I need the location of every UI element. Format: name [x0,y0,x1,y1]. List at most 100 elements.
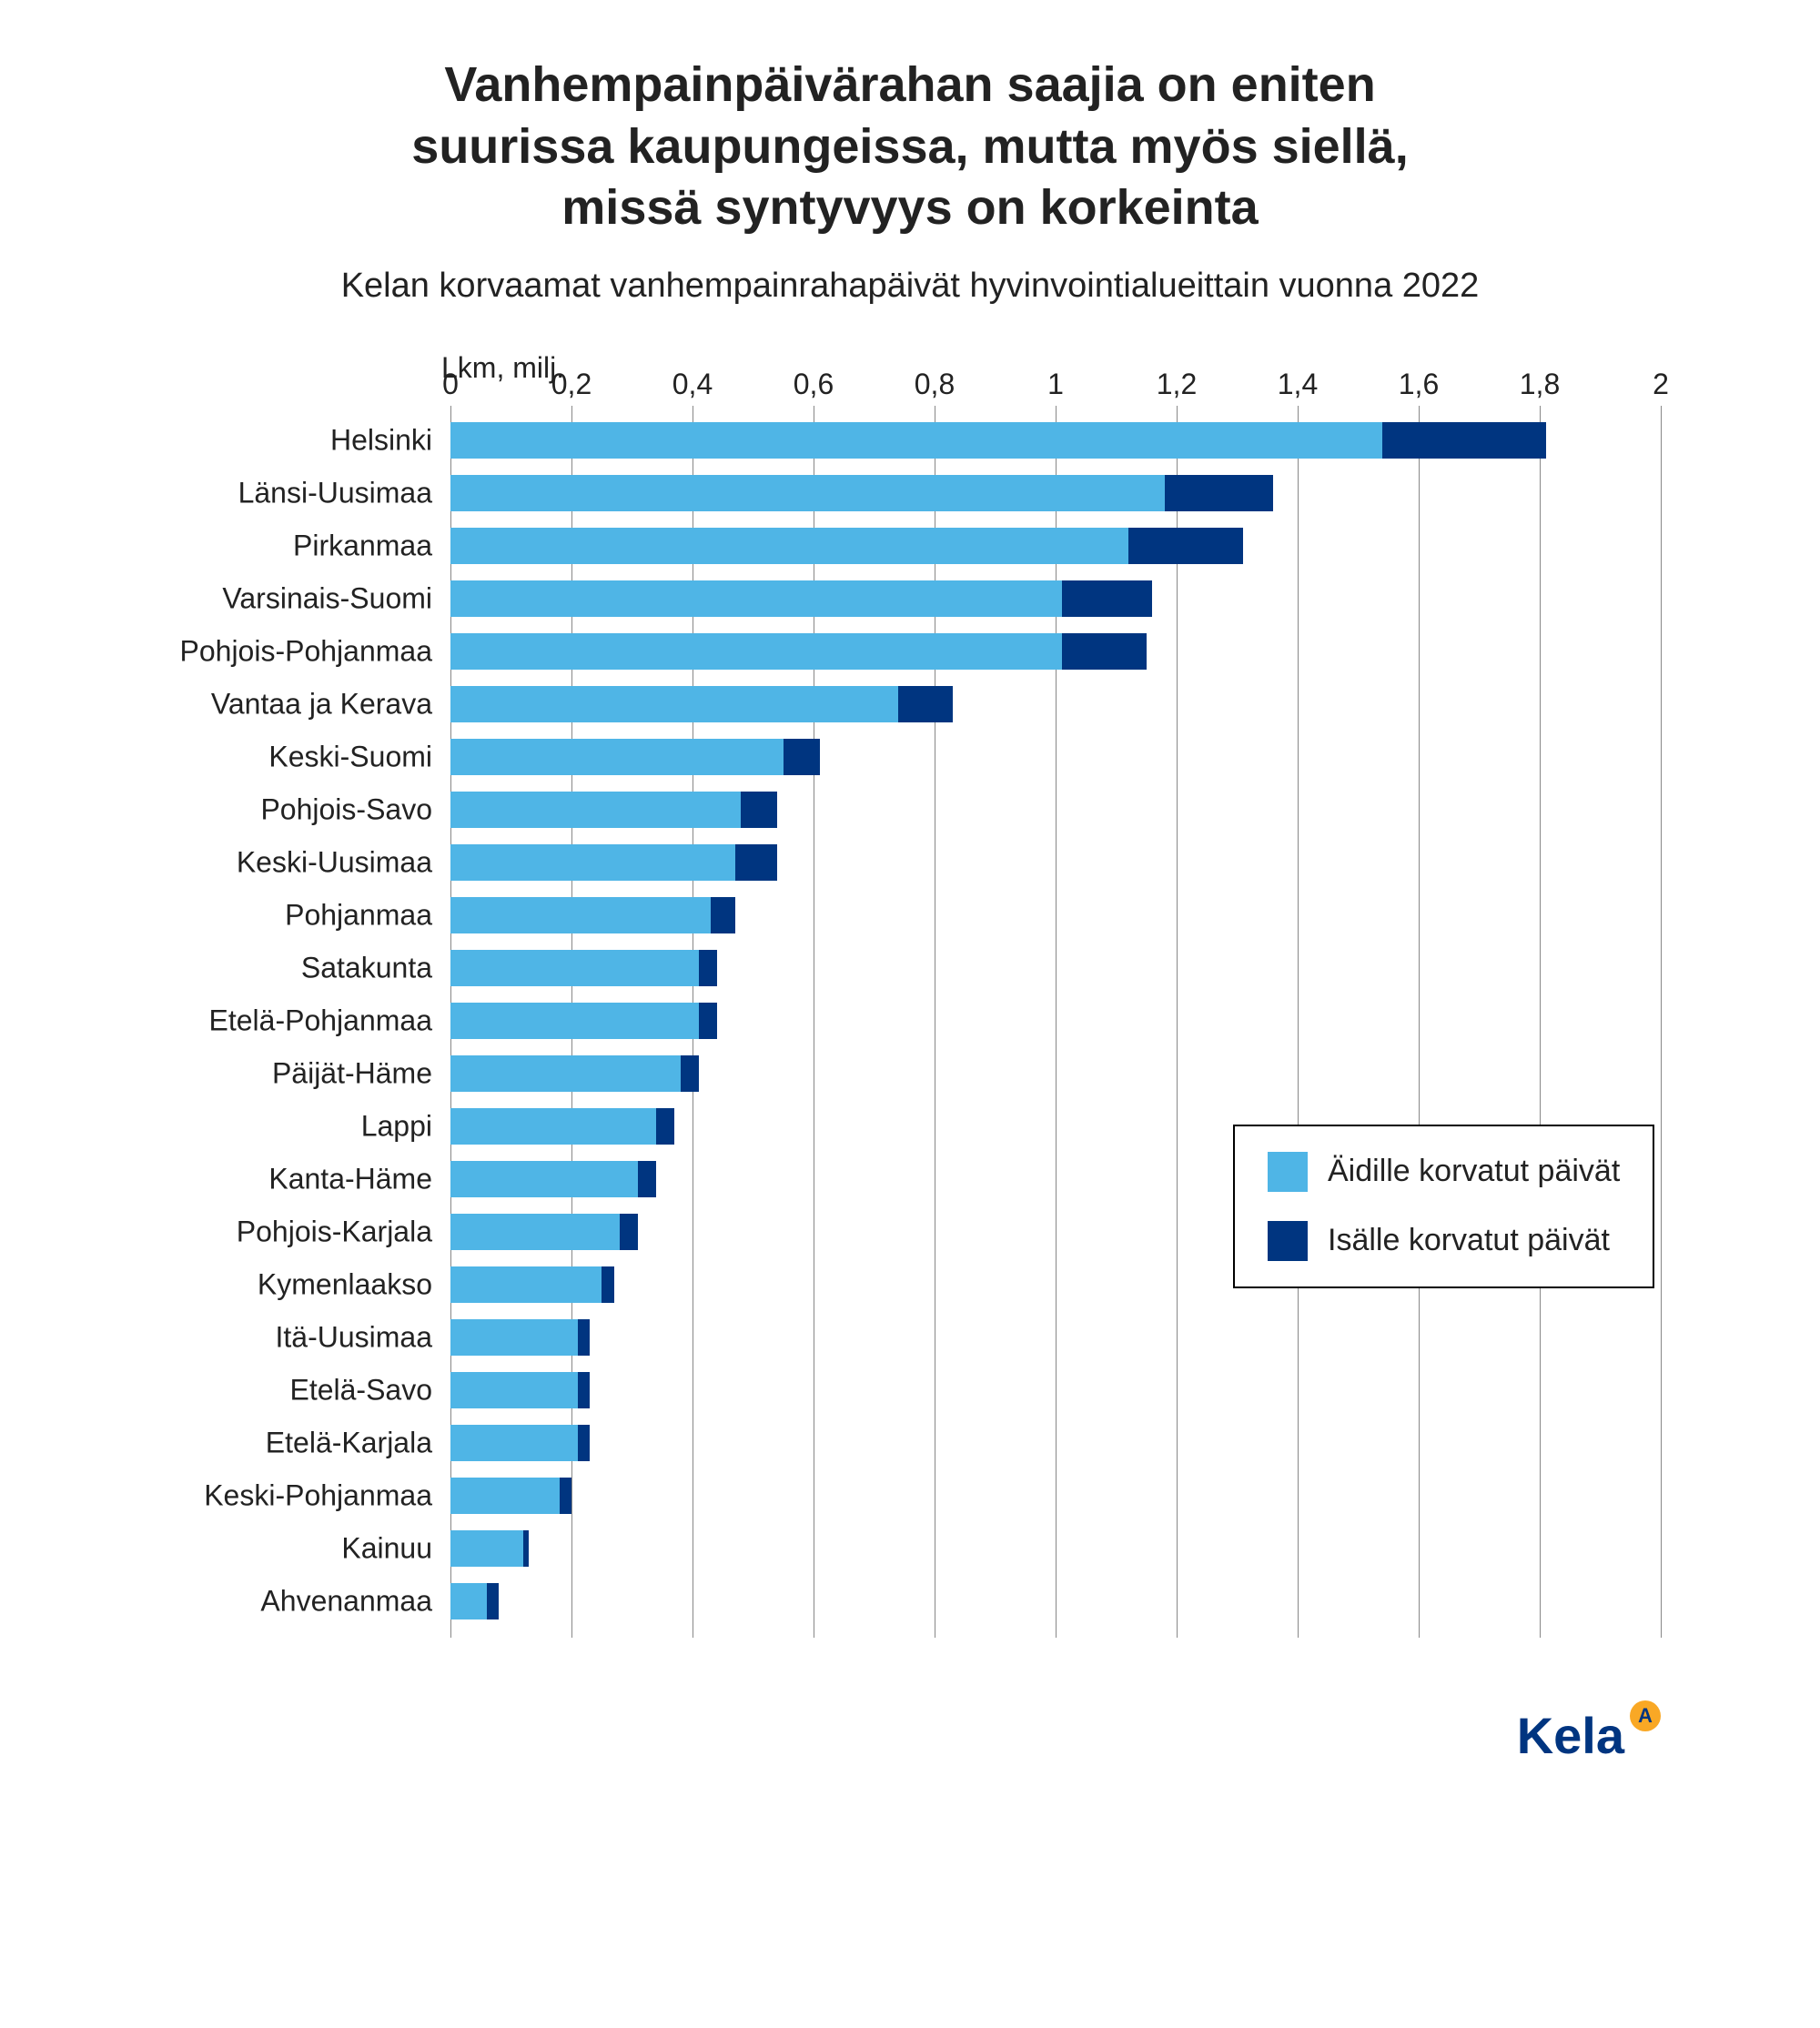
bar-segment-father [1062,633,1147,670]
title-line: suurissa kaupungeissa, mutta myös siellä… [411,119,1408,174]
bar-segment-father [735,844,778,881]
bar-segment-father [638,1161,656,1197]
gridline [1661,406,1662,1638]
category-label: Helsinki [123,423,432,457]
chart-subtitle: Kelan korvaamat vanhempainrahapäivät hyv… [91,267,1729,306]
category-label: Keski-Suomi [123,740,432,773]
bar-segment-father [578,1425,590,1461]
legend-item: Äidille korvatut päivät [1268,1152,1620,1192]
bar-segment-father [602,1266,613,1303]
bar-segment-father [784,739,820,775]
bar-segment-father [1128,528,1243,564]
kela-logo-text: Kela [1517,1706,1624,1765]
category-label: Pohjanmaa [123,898,432,932]
bar-segment-mother [450,1055,681,1092]
x-tick-label: 0,8 [915,368,955,401]
legend-swatch [1268,1221,1308,1261]
x-tick-label: 1,2 [1157,368,1197,401]
bar-segment-mother [450,1214,620,1250]
category-label: Pirkanmaa [123,529,432,562]
bar-segment-mother [450,1108,656,1145]
category-label: Vantaa ja Kerava [123,687,432,721]
gridline [1540,406,1541,1638]
title-line: missä syntyvyys on korkeinta [561,180,1258,235]
category-label: Satakunta [123,951,432,984]
chart-title: Vanhempainpäivärahan saajia on eniten suu… [91,55,1729,239]
x-tick-label: 0,4 [672,368,713,401]
bar-segment-mother [450,633,1062,670]
x-tick-label: 2 [1653,368,1669,401]
legend-label: Äidille korvatut päivät [1328,1154,1620,1189]
bar-segment-mother [450,580,1062,617]
bar-segment-mother [450,1266,602,1303]
bar-segment-father [1165,475,1274,511]
category-label: Kanta-Häme [123,1162,432,1196]
bar-segment-mother [450,686,898,722]
chart-container: Lkm, milj. Äidille korvatut päivät Isälle … [123,351,1697,1783]
bar-segment-mother [450,528,1128,564]
legend-item: Isälle korvatut päivät [1268,1221,1620,1261]
bar-segment-father [699,1003,717,1039]
bar-segment-mother [450,897,711,933]
y-axis-unit-label: Lkm, milj. [441,351,564,385]
legend: Äidille korvatut päivät Isälle korvatut p… [1233,1125,1654,1288]
x-tick-label: 1,4 [1278,368,1318,401]
bar-segment-mother [450,1425,578,1461]
bar-segment-father [656,1108,674,1145]
bar-segment-father [620,1214,638,1250]
bar-segment-mother [450,1372,578,1408]
bar-segment-father [578,1319,590,1356]
bar-segment-father [560,1478,571,1514]
legend-swatch [1268,1152,1308,1192]
category-label: Ahvenanmaa [123,1584,432,1618]
title-line: Vanhempainpäivärahan saajia on eniten [444,57,1375,112]
bar-segment-mother [450,844,735,881]
bar-segment-father [1062,580,1153,617]
bar-segment-mother [450,950,699,986]
category-label: Kymenlaakso [123,1267,432,1301]
bar-segment-father [699,950,717,986]
category-label: Itä-Uusimaa [123,1320,432,1354]
category-label: Pohjois-Savo [123,792,432,826]
kela-logo-icon: A [1630,1700,1661,1731]
category-label: Etelä-Karjala [123,1426,432,1459]
bar-segment-father [487,1583,499,1619]
bar-segment-mother [450,1319,578,1356]
gridline [1298,406,1299,1638]
x-tick-label: 1,8 [1520,368,1560,401]
x-tick-label: 0 [442,368,459,401]
category-label: Pohjois-Karjala [123,1215,432,1248]
bar-segment-father [681,1055,699,1092]
category-label: Etelä-Pohjanmaa [123,1004,432,1037]
bar-segment-mother [450,1583,487,1619]
gridline [1419,406,1420,1638]
bar-segment-mother [450,1478,560,1514]
category-label: Länsi-Uusimaa [123,476,432,510]
category-label: Keski-Pohjanmaa [123,1478,432,1512]
x-tick-label: 0,6 [794,368,834,401]
category-label: Etelä-Savo [123,1373,432,1407]
category-label: Varsinais-Suomi [123,581,432,615]
bar-segment-mother [450,1161,638,1197]
category-label: Lappi [123,1109,432,1143]
bar-segment-mother [450,739,784,775]
gridline [1177,406,1178,1638]
kela-logo: KelaA [1517,1706,1661,1765]
bar-segment-mother [450,422,1382,459]
bar-segment-mother [450,1003,699,1039]
x-tick-label: 1,6 [1399,368,1439,401]
legend-label: Isälle korvatut päivät [1328,1223,1610,1258]
bar-segment-father [898,686,953,722]
category-label: Kainuu [123,1531,432,1565]
bar-segment-father [523,1530,530,1567]
plot-area: Äidille korvatut päivät Isälle korvatut p… [450,406,1661,1638]
bar-segment-father [711,897,735,933]
bar-segment-father [741,792,777,828]
bar-segment-father [1382,422,1546,459]
x-tick-label: 1 [1047,368,1064,401]
bar-segment-mother [450,792,741,828]
bar-segment-mother [450,475,1165,511]
bar-segment-mother [450,1530,523,1567]
category-label: Keski-Uusimaa [123,845,432,879]
category-label: Pohjois-Pohjanmaa [123,634,432,668]
